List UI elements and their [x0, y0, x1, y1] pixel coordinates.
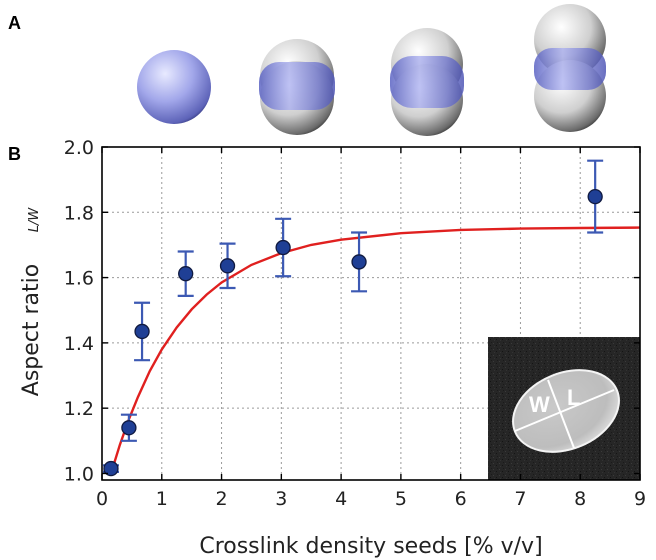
data-point [134, 323, 150, 340]
data-point [103, 460, 119, 477]
y-axis-sublabel: L/W [27, 207, 42, 233]
plot: W L 0 1 2 3 4 5 6 7 8 9 1.0 1.2 1.4 1.6 1.8 2.0 Crossl… [19, 137, 646, 559]
panel-b-label: B [8, 144, 21, 164]
sem-inset: W L [488, 337, 640, 480]
x-tick-label: 2 [216, 488, 228, 510]
data-points [103, 188, 603, 477]
x-tick-label: 7 [514, 488, 526, 510]
particle-seeded-3 [534, 4, 606, 132]
y-tick-label: 1.4 [64, 333, 94, 355]
gridlines [102, 147, 640, 480]
x-tick-label: 1 [156, 488, 168, 510]
x-tick-label: 4 [335, 488, 347, 510]
fit-curve-layer [109, 226, 641, 474]
data-point [178, 266, 194, 282]
panel-a-label: A [8, 13, 21, 33]
y-tick-label: 1.2 [64, 398, 94, 420]
x-axis-label: Crosslink density seeds [% v/v] [199, 534, 542, 559]
x-tick-label: 5 [395, 488, 407, 510]
data-point [351, 254, 367, 270]
particle-renderings [137, 4, 606, 136]
x-tick-label: 0 [96, 488, 108, 510]
plot-frame [101, 146, 641, 481]
data-point [121, 420, 137, 436]
data-point [219, 258, 236, 274]
y-tick-label: 1.6 [64, 268, 94, 290]
particle-seeded-2 [390, 28, 464, 136]
length-line [514, 389, 615, 432]
x-tick-labels: 0 1 2 3 4 5 6 7 8 9 [96, 488, 646, 510]
x-tick-label: 8 [574, 488, 586, 510]
sem-width-label: W [529, 392, 550, 417]
particle-seeded-1 [259, 39, 335, 135]
y-tick-labels: 1.0 1.2 1.4 1.6 1.8 2.0 [64, 137, 94, 485]
x-tick-label: 6 [455, 488, 467, 510]
particle-sphere [137, 50, 211, 124]
data-point [587, 188, 603, 205]
y-axis-label: Aspect ratio [19, 264, 44, 396]
y-tick-label: 1.8 [64, 202, 94, 224]
y-axis-label-group: Aspect ratio L/W [19, 207, 44, 397]
sem-length-label: L [567, 385, 580, 410]
x-tick-label: 9 [634, 488, 646, 510]
width-line [547, 379, 575, 449]
fit-curve [109, 226, 641, 474]
y-tick-label: 2.0 [64, 137, 94, 159]
data-point [275, 239, 291, 256]
y-tick-label: 1.0 [64, 463, 94, 485]
axis-ticks [101, 146, 641, 480]
x-tick-label: 3 [275, 488, 287, 510]
